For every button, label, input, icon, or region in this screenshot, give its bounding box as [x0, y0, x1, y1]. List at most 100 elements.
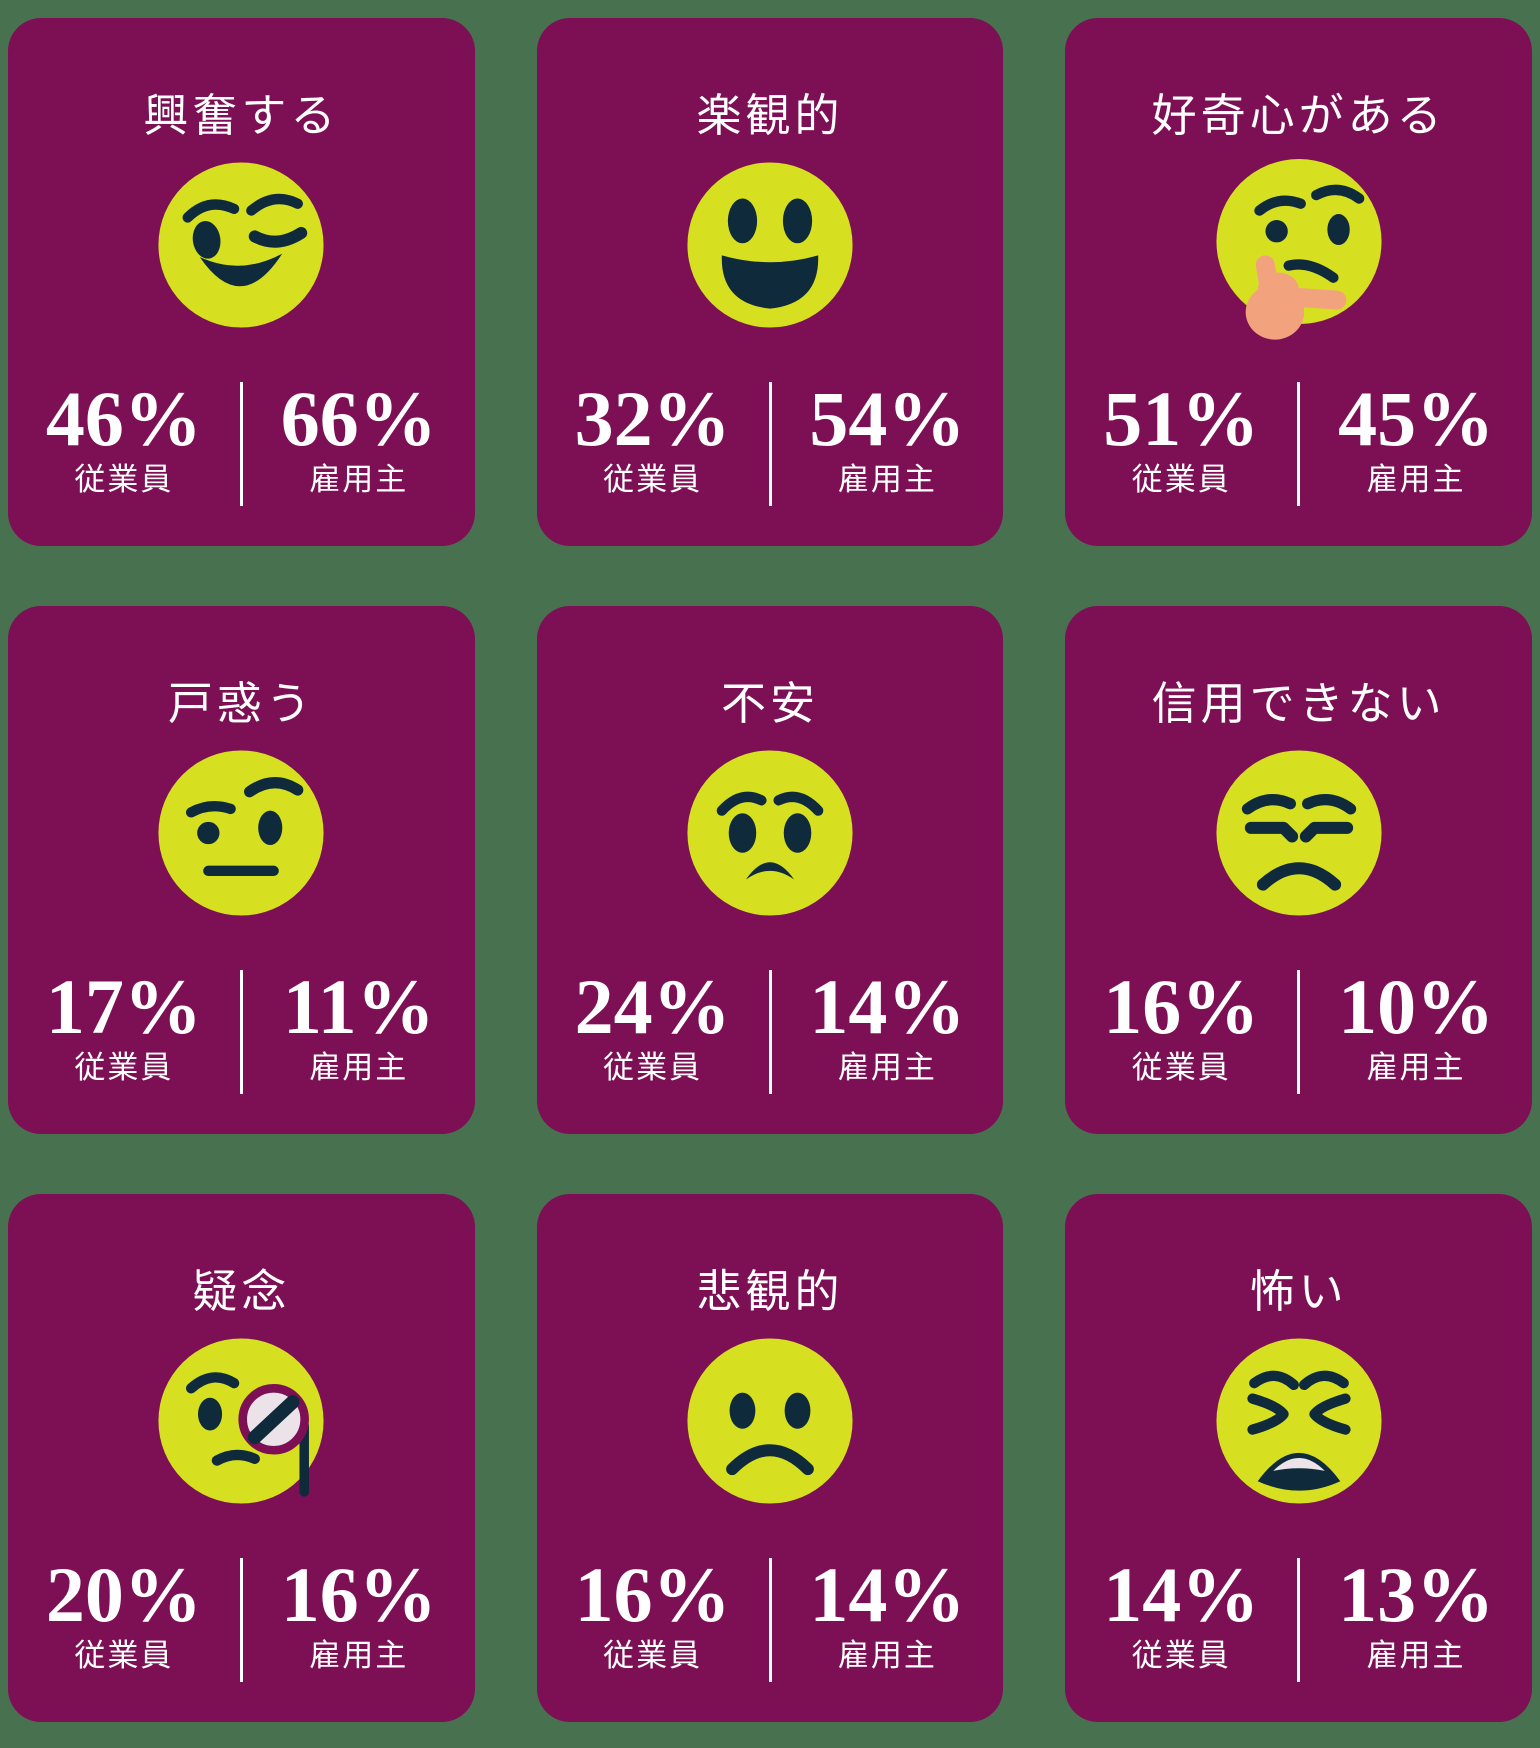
employee-percentage: 16%	[1103, 962, 1260, 1050]
emotion-card: 疑念 20% 従業員 16% 雇用主	[8, 1194, 475, 1722]
anguished-face-icon	[1216, 1338, 1382, 1504]
frowning-face-icon	[687, 1338, 853, 1504]
employee-percentage: 20%	[45, 1550, 202, 1638]
employee-percentage: 51%	[1103, 374, 1260, 462]
employee-label: 従業員	[74, 1638, 174, 1674]
emotion-card: 楽観的 32% 従業員 54% 雇用主	[536, 18, 1004, 546]
employer-percentage: 54%	[809, 374, 966, 462]
employer-label: 雇用主	[1366, 462, 1466, 498]
employer-percentage: 14%	[809, 962, 966, 1050]
emoji	[1213, 159, 1385, 340]
employer-stat: 11% 雇用主	[243, 962, 475, 1094]
employee-percentage: 17%	[45, 962, 202, 1050]
employer-stat: 16% 雇用主	[243, 1550, 475, 1682]
employee-percentage: 46%	[45, 374, 202, 462]
emoji	[155, 747, 327, 919]
emoji	[1213, 1335, 1385, 1507]
employer-label: 雇用主	[309, 462, 409, 498]
employer-percentage: 13%	[1338, 1550, 1495, 1638]
emotion-card: 戸惑う 17% 従業員 11% 雇用主	[8, 606, 475, 1134]
emotion-card: 不安 24% 従業員 14% 雇用主	[536, 606, 1004, 1134]
employer-stat: 45% 雇用主	[1300, 374, 1532, 506]
emoji	[155, 159, 327, 331]
employer-stat: 14% 雇用主	[772, 1550, 1004, 1682]
stat-divider	[239, 1558, 243, 1682]
emotion-card: 好奇心がある 51% 従業員 45% 雇用主	[1065, 18, 1532, 546]
card-title: 疑念	[192, 1266, 291, 1317]
employee-stat: 24% 従業員	[537, 962, 769, 1094]
employee-label: 従業員	[1131, 1050, 1231, 1086]
emoji	[1213, 747, 1385, 919]
stats-row: 20% 従業員 16% 雇用主	[8, 1550, 475, 1682]
stat-divider	[768, 382, 772, 506]
stats-row: 32% 従業員 54% 雇用主	[537, 374, 1004, 506]
employer-percentage: 10%	[1338, 962, 1495, 1050]
employer-stat: 54% 雇用主	[772, 374, 1004, 506]
employee-label: 従業員	[1131, 1638, 1231, 1674]
employee-percentage: 16%	[574, 1550, 731, 1638]
employer-label: 雇用主	[1366, 1050, 1466, 1086]
emotion-card: 信用できない 16% 従業員 10% 雇用主	[1065, 606, 1532, 1134]
employee-stat: 16% 従業員	[1065, 962, 1297, 1094]
employee-label: 従業員	[603, 462, 703, 498]
stats-row: 16% 従業員 10% 雇用主	[1065, 962, 1532, 1094]
stat-divider	[239, 970, 243, 1094]
emoji	[684, 747, 856, 919]
stat-divider	[768, 970, 772, 1094]
employee-label: 従業員	[603, 1638, 703, 1674]
employee-label: 従業員	[74, 462, 174, 498]
employee-percentage: 14%	[1103, 1550, 1260, 1638]
employee-stat: 20% 従業員	[8, 1550, 240, 1682]
employer-percentage: 45%	[1338, 374, 1495, 462]
stats-row: 17% 従業員 11% 雇用主	[8, 962, 475, 1094]
stats-row: 16% 従業員 14% 雇用主	[537, 1550, 1004, 1682]
employer-percentage: 16%	[280, 1550, 437, 1638]
employer-label: 雇用主	[837, 1050, 937, 1086]
employee-label: 従業員	[1131, 462, 1231, 498]
employer-stat: 14% 雇用主	[772, 962, 1004, 1094]
stat-divider	[1297, 1558, 1301, 1682]
employee-label: 従業員	[74, 1050, 174, 1086]
emotion-card: 興奮する 46% 従業員 66% 雇用主	[8, 18, 475, 546]
employee-stat: 32% 従業員	[537, 374, 769, 506]
emotion-card: 悲観的 16% 従業員 14% 雇用主	[536, 1194, 1004, 1722]
card-title: 好奇心がある	[1151, 90, 1446, 141]
employee-stat: 46% 従業員	[8, 374, 240, 506]
thinking-face-icon	[1216, 159, 1382, 340]
employer-label: 雇用主	[837, 1638, 937, 1674]
raised-eyebrow-face-icon	[158, 750, 324, 916]
card-title: 怖い	[1249, 1266, 1348, 1317]
employer-stat: 66% 雇用主	[243, 380, 475, 506]
employee-percentage: 24%	[574, 962, 731, 1050]
stats-row: 24% 従業員 14% 雇用主	[537, 962, 1004, 1094]
card-title: 興奮する	[143, 90, 340, 141]
employer-percentage: 14%	[809, 1550, 966, 1638]
employee-stat: 17% 従業員	[8, 962, 240, 1094]
stat-divider	[1297, 382, 1301, 506]
stat-divider	[1297, 970, 1301, 1094]
card-title: 悲観的	[696, 1266, 844, 1317]
card-title: 信用できない	[1151, 678, 1446, 729]
worried-face-icon	[687, 750, 853, 916]
emoji	[155, 1335, 327, 1507]
employer-stat: 13% 雇用主	[1300, 1550, 1532, 1682]
emoji	[684, 1335, 856, 1507]
employer-stat: 10% 雇用主	[1300, 962, 1532, 1094]
employee-stat: 16% 従業員	[537, 1550, 769, 1682]
card-title: 楽観的	[696, 90, 844, 141]
employee-percentage: 32%	[574, 374, 731, 462]
employer-label: 雇用主	[837, 462, 937, 498]
winking-face-icon	[158, 162, 324, 328]
employee-stat: 14% 従業員	[1065, 1550, 1297, 1682]
stat-divider	[239, 382, 243, 506]
stats-row: 46% 従業員 66% 雇用主	[8, 374, 475, 506]
card-title: 不安	[720, 678, 819, 729]
employee-label: 従業員	[603, 1050, 703, 1086]
emoji	[684, 159, 856, 331]
employee-stat: 51% 従業員	[1065, 374, 1297, 506]
employer-percentage: 11%	[282, 962, 435, 1050]
unamused-face-icon	[1216, 750, 1382, 916]
stats-row: 51% 従業員 45% 雇用主	[1065, 374, 1532, 506]
card-title: 戸惑う	[167, 678, 315, 729]
grinning-face-icon	[687, 162, 853, 328]
